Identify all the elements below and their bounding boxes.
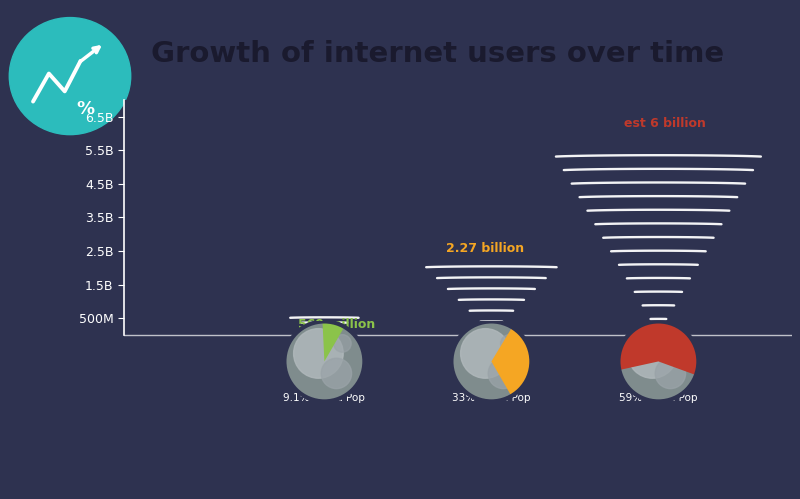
Circle shape: [285, 321, 365, 401]
Text: 2021: 2021: [634, 377, 683, 395]
Circle shape: [334, 335, 351, 352]
Text: %: %: [77, 100, 95, 118]
Text: Growth of internet users over time: Growth of internet users over time: [150, 39, 724, 68]
Wedge shape: [618, 321, 698, 375]
Circle shape: [451, 321, 531, 401]
Circle shape: [10, 17, 130, 135]
Circle shape: [501, 335, 518, 352]
Circle shape: [461, 329, 510, 378]
Wedge shape: [322, 321, 345, 361]
Circle shape: [488, 358, 518, 389]
Circle shape: [294, 329, 343, 378]
Circle shape: [618, 321, 698, 401]
Circle shape: [667, 335, 685, 352]
Text: 569 million: 569 million: [298, 318, 375, 331]
Text: 2012: 2012: [466, 377, 517, 395]
Text: 9.1% World Pop: 9.1% World Pop: [283, 393, 366, 403]
Text: 2002: 2002: [299, 377, 350, 395]
Wedge shape: [491, 327, 531, 396]
Circle shape: [627, 329, 677, 378]
Text: 59% World Pop: 59% World Pop: [619, 393, 698, 403]
Text: 2.27 billion: 2.27 billion: [446, 243, 524, 255]
Circle shape: [322, 358, 352, 389]
Text: 33% World Pop: 33% World Pop: [452, 393, 530, 403]
Text: est 6 billion: est 6 billion: [624, 117, 706, 130]
Circle shape: [655, 358, 686, 389]
